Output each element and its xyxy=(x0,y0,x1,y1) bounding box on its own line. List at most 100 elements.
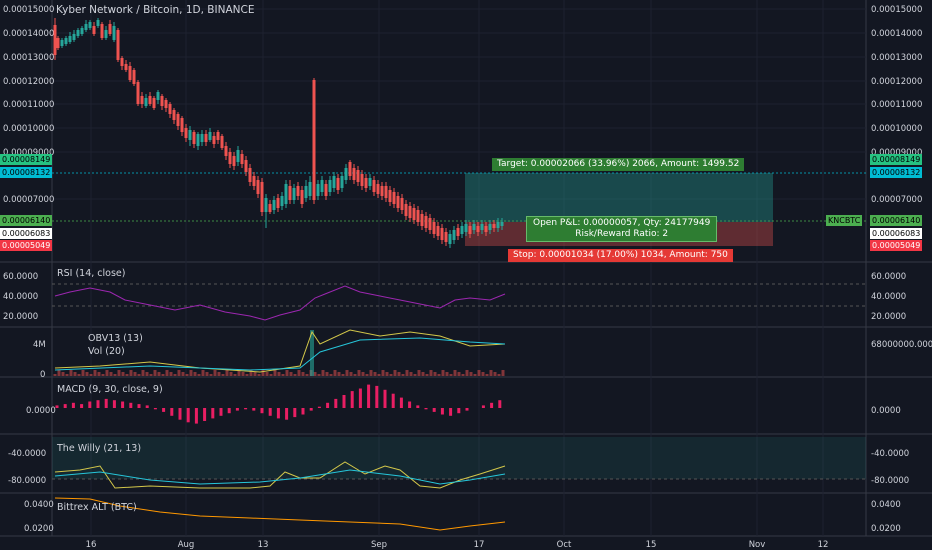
volume-bar xyxy=(365,374,369,376)
volume-bar xyxy=(329,374,333,376)
volume-bar xyxy=(317,374,321,376)
time-axis-label: 17 xyxy=(474,540,485,550)
stop-label[interactable]: Stop: 0.00001034 (17.00%) 1034, Amount: … xyxy=(508,249,733,262)
candle-body xyxy=(476,226,480,232)
price-axis-left-label: 0.00011000 xyxy=(3,100,54,110)
candle-body xyxy=(200,134,204,142)
volume-bar xyxy=(109,372,113,376)
volume-bar xyxy=(489,370,493,376)
volume-bar xyxy=(413,374,417,376)
candle-body xyxy=(340,176,344,188)
candle-body xyxy=(160,96,164,106)
volume-bar xyxy=(73,372,77,376)
candle-body xyxy=(288,186,292,200)
volume-bar xyxy=(285,370,289,376)
volume-bar xyxy=(149,374,153,376)
candle-body xyxy=(468,226,472,234)
time-axis-label: 12 xyxy=(818,540,829,550)
volume-bar xyxy=(201,370,205,376)
macd-histogram-bar xyxy=(178,408,182,420)
price-axis-left-label: 0.00007000 xyxy=(3,195,54,205)
candle-body xyxy=(260,182,264,212)
macd-histogram-bar xyxy=(276,408,280,419)
volume-bar xyxy=(341,374,345,376)
obv-axis-left-label: 4M xyxy=(33,340,46,350)
candle-body xyxy=(184,128,188,138)
target-zone xyxy=(465,173,773,222)
volume-bar xyxy=(409,372,413,376)
candle-body xyxy=(108,24,112,34)
pnl-label[interactable]: Open P&L: 0.00000057, Qty: 24177949 Risk… xyxy=(526,216,718,242)
candle-body xyxy=(124,64,128,70)
volume-bar xyxy=(301,372,305,376)
macd-histogram-bar xyxy=(203,408,207,421)
candle-body xyxy=(336,178,340,190)
price-tag-stop-left: 0.00005049 xyxy=(0,240,53,251)
macd-histogram-bar xyxy=(285,408,289,420)
chart-title: Kyber Network / Bitcoin, 1D, BINANCE xyxy=(56,4,255,16)
candle-body xyxy=(280,196,284,206)
candle-body xyxy=(120,58,124,66)
volume-bar xyxy=(121,372,125,376)
rsi-axis-right-label: 20.0000 xyxy=(871,312,906,322)
macd-histogram-bar xyxy=(88,401,92,408)
candle-body xyxy=(300,190,304,204)
candle-body xyxy=(432,222,436,234)
willy-axis-right-label: -40.0000 xyxy=(871,449,909,459)
candle-body xyxy=(352,168,356,180)
volume-bar xyxy=(289,372,293,376)
price-axis-right-label: 0.00007000 xyxy=(871,195,922,205)
candle-body xyxy=(228,152,232,164)
candle-body xyxy=(452,230,456,240)
candle-body xyxy=(276,198,280,208)
volume-bar xyxy=(161,374,165,376)
price-tag-stop-right: 0.00005049 xyxy=(870,240,923,251)
volume-bar xyxy=(405,370,409,376)
volume-bar xyxy=(181,372,185,376)
candle-body xyxy=(80,28,84,34)
volume-bar xyxy=(221,374,225,376)
candle-body xyxy=(328,180,332,192)
macd-histogram-bar xyxy=(153,408,157,410)
volume-bar xyxy=(297,370,301,376)
candle-body xyxy=(68,36,72,42)
volume-bar xyxy=(137,374,141,376)
volume-bar xyxy=(461,374,465,376)
volume-bar xyxy=(373,372,377,376)
volume-bar xyxy=(501,370,505,376)
candle-body xyxy=(244,160,248,172)
volume-bar xyxy=(437,374,441,376)
candle-body xyxy=(320,180,324,192)
willy-axis-left-label: -40.0000 xyxy=(8,449,46,459)
candle-body xyxy=(412,208,416,220)
candle-body xyxy=(84,24,88,30)
macd-histogram-bar xyxy=(63,404,67,408)
macd-histogram-bar xyxy=(252,408,256,411)
price-axis-left-label: 0.00015000 xyxy=(3,5,54,15)
volume-bar xyxy=(310,330,314,376)
obv-axis-right-label: 68000000.0000 xyxy=(871,340,932,350)
candle-body xyxy=(240,154,244,164)
price-tag-last-left: 0.00006140 xyxy=(0,215,53,226)
obv-signal-line xyxy=(54,337,506,371)
volume-bar xyxy=(401,374,405,376)
volume-bar xyxy=(169,372,173,376)
macd-histogram-bar xyxy=(317,406,321,408)
volume-bar xyxy=(253,372,257,376)
candle-body xyxy=(112,26,116,40)
candle-body xyxy=(496,222,500,228)
volume-bar xyxy=(233,374,237,376)
candle-body xyxy=(148,96,152,104)
target-label[interactable]: Target: 0.00002066 (33.96%) 2066, Amount… xyxy=(492,158,745,171)
candle-body xyxy=(64,38,68,44)
macd-histogram-bar xyxy=(449,408,453,416)
price-tag-last-right: 0.00006140 xyxy=(870,215,923,226)
candle-body xyxy=(344,168,348,180)
candle-body xyxy=(132,70,136,84)
time-axis-label: 15 xyxy=(646,540,657,550)
candle-body xyxy=(104,30,108,38)
volume-bar xyxy=(97,372,101,376)
time-axis-label: 13 xyxy=(258,540,269,550)
rsi-axis-right-label: 40.0000 xyxy=(871,292,906,302)
